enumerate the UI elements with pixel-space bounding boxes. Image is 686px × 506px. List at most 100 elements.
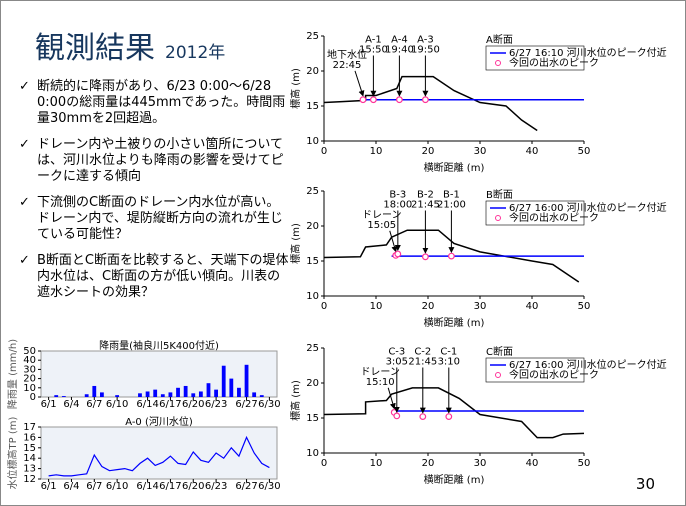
- peak-time: 18:00: [383, 200, 412, 211]
- x-tick-label: 6/30: [258, 399, 280, 410]
- peak-point: [422, 96, 429, 104]
- peak-time: 21:45: [411, 200, 440, 211]
- y-tick-label: 10: [306, 136, 319, 147]
- x-tick-label: 50: [578, 301, 591, 312]
- x-axis-label: 横断距離 (m): [424, 316, 485, 329]
- x-axis-label: 横断距離 (m): [424, 473, 485, 486]
- peak-arrow: [389, 230, 398, 253]
- bar: [100, 392, 104, 397]
- legend-text: 今回の出水のピーク: [509, 56, 599, 69]
- peak-label: C-2: [414, 347, 431, 358]
- y-axis-label: 標高 (m): [289, 68, 302, 109]
- x-tick-label: 0: [321, 301, 327, 312]
- x-tick-label: 30: [474, 146, 487, 157]
- bar: [61, 396, 66, 397]
- bar: [221, 365, 226, 397]
- bar: [153, 389, 158, 397]
- y-tick-label: 12: [23, 474, 36, 485]
- check: ✓: [19, 79, 30, 94]
- y-axis-label: 降雨量 (mm/h): [6, 339, 19, 409]
- peak-time: 19:40: [385, 45, 414, 56]
- bullet-text: 下流側のC断面のドレーン内水位が高い。ドレーン内で、堤防縦断方向の流れが生じてい…: [37, 195, 283, 242]
- peak-label: A-1: [365, 35, 382, 46]
- year: 2012年: [165, 43, 226, 63]
- legend-text: 今回の出水のピーク: [509, 211, 599, 224]
- y-tick-label: 17: [23, 422, 36, 433]
- bar: [84, 394, 89, 397]
- y-tick-label: 15: [306, 256, 319, 267]
- peak-point: [393, 412, 401, 420]
- bar: [54, 395, 59, 397]
- y-tick-label: 10: [306, 448, 319, 459]
- bullet-text: B断面とC断面を比較すると、天端下の堤体内水位は、C断面の方が低い傾向。川表の遮…: [37, 253, 289, 300]
- peak-label: A-3: [417, 35, 434, 46]
- x-tick-label: 10: [370, 458, 383, 469]
- bar: [92, 385, 97, 397]
- y-tick-label: 16: [23, 432, 36, 443]
- x-tick-label: 6/4: [63, 481, 79, 492]
- y-tick-label: 25: [306, 343, 319, 354]
- legend-marker: [495, 372, 501, 378]
- y-tick-label: 10: [306, 291, 319, 302]
- peak-point: [445, 413, 453, 421]
- bar: [168, 392, 173, 397]
- bullet: ✓ B断面とC断面を比較すると、天端下の堤体内水位は、C断面の方が低い傾向。川表の…: [19, 253, 289, 301]
- x-tick-label: 6/30: [258, 481, 280, 492]
- section-label: B断面: [486, 188, 513, 201]
- y-tick-label: 0: [30, 392, 36, 403]
- y-axis-label: 標高 (m): [289, 223, 302, 264]
- x-tick-label: 40: [526, 146, 539, 157]
- x-tick-label: 6/14: [136, 399, 158, 410]
- x-tick-label: 6/7: [86, 481, 102, 492]
- peak-time: 15:05: [367, 220, 396, 231]
- x-tick-label: 20: [422, 301, 435, 312]
- bar: [229, 378, 234, 397]
- y-tick-label: 20: [306, 221, 319, 232]
- bar: [244, 364, 249, 397]
- x-tick-label: 50: [578, 458, 591, 469]
- x-tick-label: 6/1: [41, 399, 57, 410]
- y-tick-label: 25: [306, 186, 319, 197]
- bar: [115, 395, 120, 397]
- peak-time: 19:50: [411, 45, 440, 56]
- x-tick-label: 30: [474, 301, 487, 312]
- page-number: 30: [635, 475, 655, 493]
- peak-time: 15:10: [366, 377, 395, 388]
- legend-text: 6/27 16:10 河川水位のピーク付近: [509, 46, 667, 59]
- chart-title: 降雨量(袖良川5K400付近): [99, 339, 219, 352]
- peak-label: C-1: [440, 347, 457, 358]
- peak-label: A-4: [391, 35, 408, 46]
- peak-arrow: [387, 387, 396, 410]
- bullet-list: ✓ 断続的に降雨があり、6/23 0:00～6/28 0:00の総雨量は445mm…: [19, 79, 289, 311]
- peak-time: 22:45: [333, 60, 362, 71]
- check: ✓: [19, 195, 30, 210]
- legend-text: 今回の出水のピーク: [509, 368, 599, 381]
- peak-time: 3:05: [386, 357, 408, 368]
- bar: [252, 392, 257, 397]
- x-tick-label: 50: [578, 146, 591, 157]
- x-tick-label: 6/4: [63, 399, 79, 410]
- peak-point: [422, 253, 429, 261]
- x-tick-label: 6/20: [182, 399, 204, 410]
- legend-text: 6/27 16:00 河川水位のピーク付近: [509, 201, 667, 214]
- bullet: ✓ 下流側のC断面のドレーン内水位が高い。ドレーン内で、堤防縦断方向の流れが生じて…: [19, 195, 289, 243]
- peak-point: [359, 96, 367, 104]
- bar: [191, 393, 196, 397]
- y-tick-label: 20: [306, 66, 319, 77]
- series-line: [323, 387, 585, 439]
- x-tick-label: 6/10: [106, 399, 128, 410]
- peak-label: C-3: [388, 347, 405, 358]
- y-tick-label: 15: [23, 443, 36, 454]
- bar: [176, 387, 180, 397]
- x-tick-label: 6/1: [41, 481, 57, 492]
- x-tick-label: 6/27: [235, 399, 257, 410]
- bar: [259, 395, 264, 397]
- title-block: 観測結果 2012年: [35, 23, 225, 67]
- legend-marker: [495, 60, 501, 66]
- x-tick-label: 30: [474, 458, 487, 469]
- peak-point: [370, 96, 377, 104]
- bullet: ✓ 断続的に降雨があり、6/23 0:00～6/28 0:00の総雨量は445mm…: [19, 79, 289, 127]
- legend-box: [485, 357, 585, 383]
- peak-label: ドレーン: [362, 210, 402, 221]
